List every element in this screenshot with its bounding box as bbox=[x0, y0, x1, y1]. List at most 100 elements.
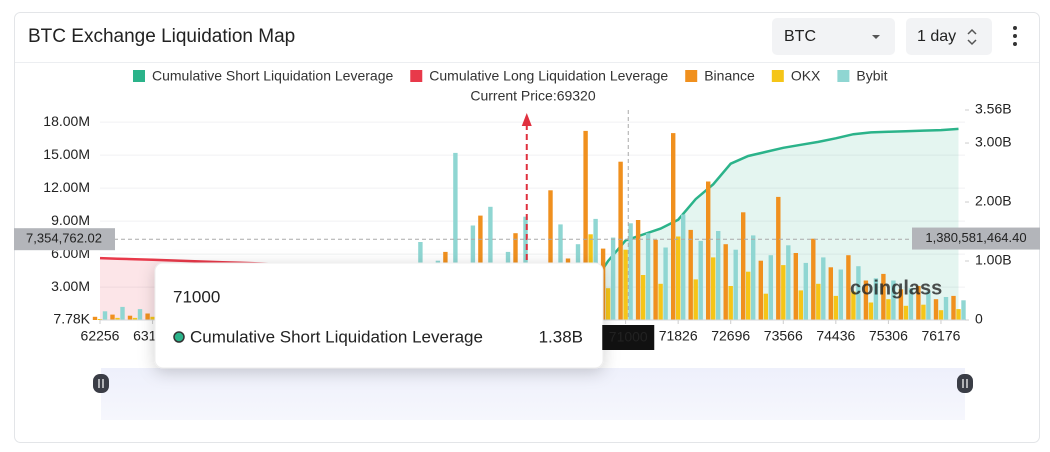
x-tick-label: 75306 bbox=[869, 328, 908, 344]
liquidation-bar bbox=[137, 309, 143, 320]
liquidation-bar bbox=[908, 288, 914, 320]
cumulative-line bbox=[537, 127, 959, 319]
legend-label: Cumulative Short Liquidation Leverage bbox=[152, 68, 393, 84]
liquidation-bar bbox=[886, 299, 891, 320]
liquidation-bar bbox=[653, 239, 658, 320]
liquidation-bar bbox=[811, 238, 816, 320]
liquidation-bar bbox=[821, 257, 826, 320]
liquidation-bar bbox=[110, 314, 115, 320]
liquidation-bar bbox=[898, 289, 904, 320]
handle[interactable] bbox=[93, 374, 109, 393]
liquidation-bar bbox=[746, 271, 751, 320]
liquidation-bar bbox=[868, 302, 874, 320]
select-box[interactable] bbox=[906, 18, 992, 55]
x-tick-label: 73566 bbox=[764, 328, 803, 344]
liquidation-bar bbox=[916, 286, 921, 320]
liquidation-bar bbox=[856, 266, 861, 320]
current-price-label: Current Price:69320 bbox=[470, 88, 596, 104]
legend-label: Cumulative Long Liquidation Leverage bbox=[429, 68, 668, 84]
liquidation-bar bbox=[733, 249, 738, 320]
liquidation-bar bbox=[115, 317, 120, 320]
liquidation-bar bbox=[851, 291, 856, 320]
zoom-handle-right[interactable] bbox=[957, 374, 973, 393]
handle[interactable] bbox=[957, 374, 973, 393]
liquidation-bar bbox=[903, 305, 909, 320]
dot[interactable] bbox=[1013, 26, 1017, 30]
liquidation-bar bbox=[623, 249, 628, 320]
liquidation-bar bbox=[145, 313, 150, 320]
liquidation-bar bbox=[640, 275, 646, 320]
legend-label: OKX bbox=[791, 68, 821, 84]
liquidation-bar bbox=[846, 255, 851, 320]
symbol-select[interactable]: BTC bbox=[772, 18, 895, 55]
legend-label: Binance bbox=[704, 68, 755, 84]
x-tick-label: 62256 bbox=[81, 328, 120, 344]
liquidation-bar bbox=[961, 300, 966, 320]
dot[interactable] bbox=[1013, 34, 1017, 38]
interval-select[interactable]: 1 day bbox=[906, 18, 992, 55]
more-menu[interactable] bbox=[1013, 26, 1017, 46]
liquidation-bar bbox=[728, 286, 733, 320]
zoom-slider[interactable] bbox=[101, 368, 965, 420]
x-tick-label: 71826 bbox=[659, 328, 698, 344]
liquidation-bar bbox=[716, 231, 721, 320]
liquidation-bar bbox=[951, 295, 956, 320]
liquidation-bar bbox=[956, 309, 961, 320]
liquidation-bar bbox=[798, 290, 803, 320]
crosshair-y-label: 7,354,762.02 bbox=[26, 231, 102, 246]
liquidation-bar bbox=[605, 288, 611, 320]
y-tick-label: 18.00M bbox=[43, 113, 90, 129]
handle-grip bbox=[98, 379, 104, 388]
liquidation-bar bbox=[781, 265, 786, 320]
x-tick-label: 76176 bbox=[921, 328, 960, 344]
liquidation-bar bbox=[741, 212, 746, 320]
y-tick-label: 7.78K bbox=[53, 311, 90, 327]
y2-tick-label: 3.56B bbox=[975, 101, 1012, 117]
liquidation-bar bbox=[803, 262, 808, 320]
liquidation-bar bbox=[453, 152, 458, 320]
liquidation-bar bbox=[583, 130, 588, 320]
liquidation-bar bbox=[150, 316, 155, 320]
x-tick-label: 72696 bbox=[711, 328, 750, 344]
legend-label: Bybit bbox=[856, 68, 887, 84]
liquidation-bar bbox=[711, 257, 716, 320]
liquidation-bar bbox=[610, 237, 616, 320]
liquidation-bar bbox=[723, 244, 728, 320]
zoom-handle-left[interactable] bbox=[93, 374, 109, 393]
liquidation-bar bbox=[833, 295, 838, 320]
legend-swatch bbox=[685, 70, 698, 82]
liquidation-bar bbox=[628, 223, 633, 320]
liquidation-bar bbox=[127, 315, 133, 320]
dot[interactable] bbox=[1013, 42, 1017, 46]
tooltip bbox=[154, 262, 604, 369]
liquidation-bar bbox=[863, 280, 869, 320]
y2-tick-label: 3.00B bbox=[975, 134, 1012, 150]
crosshair-y-box bbox=[14, 228, 115, 251]
liquidation-bar bbox=[776, 196, 781, 320]
cumulative-area bbox=[538, 128, 959, 320]
liquidation-bar bbox=[132, 317, 138, 320]
select-value[interactable]: 1 day bbox=[917, 28, 956, 45]
liquidation-bar bbox=[921, 304, 926, 320]
legend-swatch bbox=[133, 70, 145, 82]
liquidation-bar bbox=[645, 233, 651, 320]
liquidation-bar bbox=[102, 311, 108, 320]
select-value[interactable]: BTC bbox=[784, 28, 816, 45]
crosshair-y2-box bbox=[912, 227, 1040, 250]
y-tick-label: 15.00M bbox=[43, 146, 90, 162]
liquidation-bar bbox=[635, 220, 641, 320]
liquidation-bar bbox=[92, 316, 98, 320]
select-box[interactable] bbox=[772, 18, 895, 55]
liquidation-bar bbox=[618, 161, 623, 320]
y-tick-label: 3.00M bbox=[51, 278, 90, 294]
liquidation-bar bbox=[768, 255, 773, 320]
card-title: BTC Exchange Liquidation Map bbox=[28, 26, 295, 47]
axis-pointer-label: 71000 bbox=[609, 329, 648, 345]
liquidation-bar bbox=[873, 278, 879, 320]
liquidation-bar bbox=[763, 293, 768, 320]
y2-tick-label: 1.00B bbox=[975, 252, 1012, 268]
tooltip-value: 1.38B bbox=[539, 327, 583, 346]
liquidation-bar bbox=[676, 236, 681, 320]
